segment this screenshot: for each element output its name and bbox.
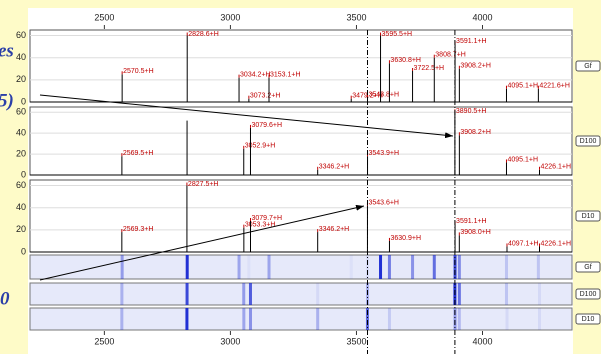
- heatmap-row: [30, 255, 572, 279]
- x-tick-label: 4000: [472, 336, 492, 346]
- heatmap-band: [242, 308, 245, 330]
- y-tick-label: 60: [16, 180, 26, 190]
- y-tick-label: 40: [16, 52, 26, 62]
- y-tick-label: 0: [21, 169, 26, 179]
- annotation-text: es: [0, 40, 14, 61]
- panel-tag: D100: [580, 138, 597, 145]
- y-tick-label: 20: [16, 74, 26, 84]
- peak-label: 3630.8+H: [390, 57, 421, 64]
- heatmap-band: [316, 283, 319, 305]
- heatmap-band: [505, 255, 508, 279]
- y-tick-label: 60: [16, 107, 26, 117]
- heatmap-band: [538, 283, 541, 305]
- heatmap-band: [388, 308, 391, 330]
- y-tick-label: 40: [16, 128, 26, 138]
- peak-label: 2569.3+H: [123, 226, 154, 233]
- y-tick-label: 0: [21, 246, 26, 256]
- peak-label: 3543.8+H: [369, 91, 400, 98]
- peak-label: 3346.2+H: [319, 164, 350, 171]
- peak-label: 2570.5+H: [123, 68, 154, 75]
- heatmap-tag: D10: [582, 316, 595, 323]
- heatmap-band: [505, 308, 508, 330]
- heatmap-band: [537, 255, 540, 279]
- y-tick-label: 20: [16, 148, 26, 158]
- annotation-text: 5): [0, 90, 14, 111]
- x-tick-label: 2500: [94, 12, 114, 22]
- heatmap-tag: D100: [580, 291, 597, 298]
- peak-label: 4226.1+H: [541, 164, 572, 171]
- heatmap-band: [458, 308, 461, 330]
- peak-label: 3543.6+H: [368, 199, 399, 206]
- x-tick-label: 3000: [220, 12, 240, 22]
- x-tick-label: 3500: [346, 12, 366, 22]
- heatmap-band: [120, 308, 123, 330]
- peak-label: 3052.9+H: [245, 143, 276, 150]
- x-tick-label: 3000: [220, 336, 240, 346]
- heatmap-band: [505, 283, 508, 305]
- peak-label: 2827.5+H: [188, 181, 219, 188]
- peak-label: 3808.7+H: [435, 52, 466, 59]
- peak-label: 3034.2+H: [240, 71, 271, 78]
- y-tick-label: 40: [16, 202, 26, 212]
- peak-label: 3591.1+H: [456, 218, 487, 225]
- heatmap-band: [120, 283, 123, 305]
- peak-label: 3079.7+H: [252, 215, 283, 222]
- peak-label: 4221.6+H: [539, 83, 570, 90]
- y-tick-label: 0: [21, 96, 26, 106]
- heatmap-band: [249, 308, 252, 330]
- x-tick-label: 2500: [94, 336, 114, 346]
- heatmap-tag: Gf: [584, 264, 591, 271]
- peak-label: 3073.2+H: [250, 93, 281, 100]
- peak-label: 3591.1+H: [456, 38, 487, 45]
- heatmap-band: [538, 308, 541, 330]
- heatmap-band: [433, 255, 436, 279]
- heatmap-band: [350, 255, 353, 279]
- heatmap-band: [247, 255, 250, 279]
- peak-label: 3079.6+H: [251, 122, 282, 129]
- peak-label: 3908.2+H: [460, 129, 491, 136]
- heatmap-band: [411, 255, 414, 279]
- peak-label: 3346.2+H: [319, 226, 350, 233]
- heatmap-band: [242, 283, 245, 305]
- peak-label: 3630.9+H: [390, 235, 421, 242]
- y-tick-label: 20: [16, 224, 26, 234]
- heatmap-band: [121, 255, 124, 279]
- heatmap-band: [186, 283, 189, 305]
- panel-tag: D10: [582, 213, 595, 220]
- peak-label: 2569.5+H: [123, 150, 154, 157]
- peak-label: 3543.9+H: [369, 150, 400, 157]
- heatmap-band: [185, 308, 188, 330]
- peak-label: 4095.1+H: [507, 83, 538, 90]
- heatmap-band: [238, 255, 241, 279]
- peak-label: 4095.1+H: [507, 156, 538, 163]
- y-tick-label: 60: [16, 30, 26, 40]
- heatmap-band: [458, 255, 461, 279]
- peak-label: 4226.1+H: [541, 240, 572, 247]
- heatmap-band: [316, 308, 319, 330]
- peak-label: 3722.5+H: [414, 65, 445, 72]
- peak-label: 3153.1+H: [270, 71, 301, 78]
- heatmap-band: [186, 255, 189, 279]
- x-tick-label: 4000: [472, 12, 492, 22]
- screenshot: es 5) 0 25002500300030003500350040004000…: [0, 0, 601, 354]
- peak-label: 4097.1+H: [508, 240, 539, 247]
- heatmap-band: [388, 255, 391, 279]
- heatmap-band: [268, 255, 271, 279]
- peak-label: 3890.5+H: [456, 108, 487, 115]
- peak-label: 3908.2+H: [460, 63, 491, 70]
- heatmap-band: [458, 283, 461, 305]
- peak-label: 2828.6+H: [188, 31, 219, 38]
- heatmap-band: [249, 283, 252, 305]
- heatmap-row: [30, 283, 572, 305]
- x-tick-label: 3500: [346, 336, 366, 346]
- panel-tag: Gf: [584, 63, 591, 70]
- heatmap-band: [379, 255, 382, 279]
- peak-label: 3908.0+H: [460, 229, 491, 236]
- annotation-text: 0: [0, 288, 10, 309]
- heatmap-row: [30, 308, 572, 330]
- peak-label: 3595.5+H: [382, 31, 413, 38]
